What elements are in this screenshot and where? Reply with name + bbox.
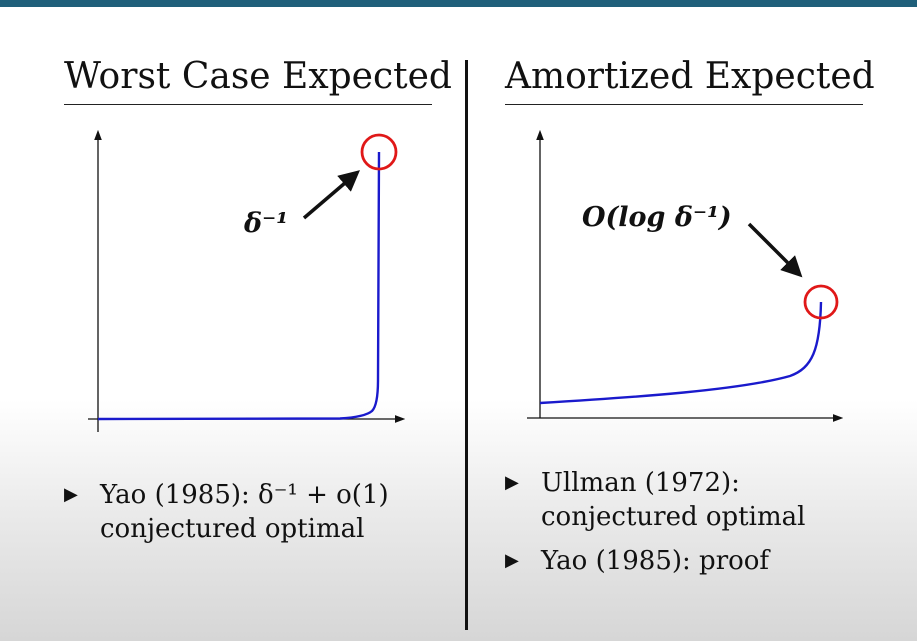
list-item: ▶ Yao (1985): proof — [505, 544, 885, 578]
left-bullet-list: ▶ Yao (1985): δ⁻¹ + o(1) conjectured opt… — [64, 478, 444, 556]
bullet-line: Yao (1985): δ⁻¹ + o(1) — [100, 480, 389, 510]
list-item: ▶ Ullman (1972): conjectured optimal — [505, 466, 885, 534]
triangle-bullet-icon: ▶ — [64, 484, 78, 505]
triangle-bullet-icon: ▶ — [505, 550, 519, 571]
left-heading: Worst Case Expected — [64, 54, 452, 105]
bullet-line: conjectured optimal — [100, 514, 365, 544]
bullet-line: Ullman (1972): — [541, 468, 740, 498]
list-item: ▶ Yao (1985): δ⁻¹ + o(1) conjectured opt… — [64, 478, 444, 546]
right-heading: Amortized Expected — [505, 54, 875, 105]
left-pointer-arrow — [302, 170, 360, 220]
bullet-line: conjectured optimal — [541, 502, 806, 532]
vertical-divider — [465, 60, 468, 630]
right-bullet-list: ▶ Ullman (1972): conjectured optimal ▶ Y… — [505, 466, 885, 588]
right-curve — [539, 301, 823, 405]
left-annotation: δ⁻¹ — [243, 208, 288, 239]
right-highlight-circle — [803, 284, 839, 320]
right-pointer-arrow — [747, 222, 803, 278]
bullet-line: Yao (1985): proof — [541, 546, 770, 576]
left-curve — [97, 151, 381, 421]
triangle-bullet-icon: ▶ — [505, 472, 519, 493]
left-highlight-circle — [360, 133, 398, 171]
top-bar — [0, 0, 917, 7]
right-annotation: O(log δ⁻¹) — [582, 202, 732, 233]
